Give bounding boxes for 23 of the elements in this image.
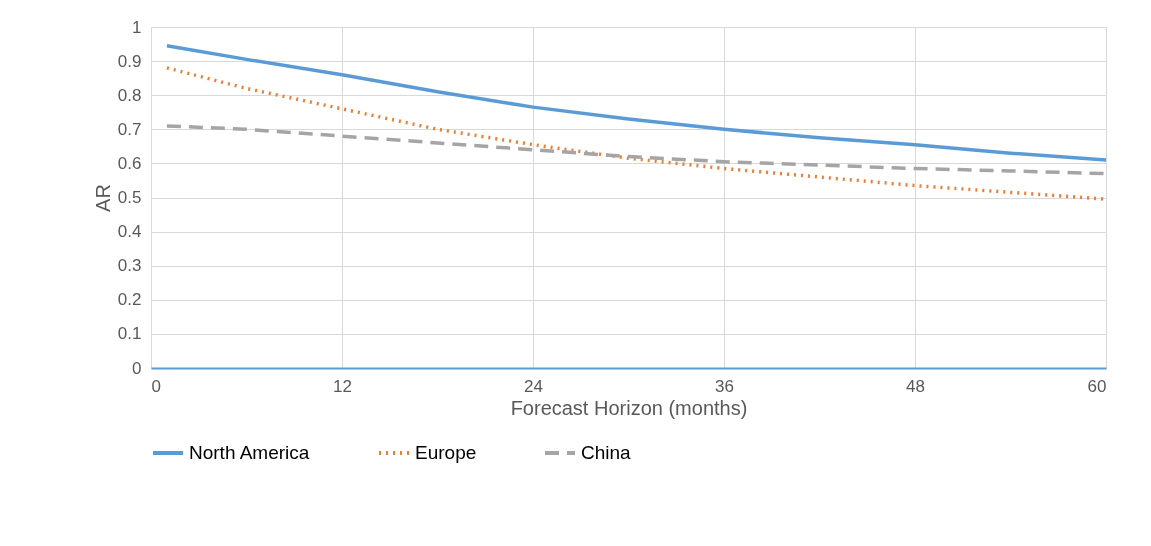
legend-label: China bbox=[581, 442, 632, 463]
legend-label: Europe bbox=[415, 442, 477, 463]
y-tick-label: 1 bbox=[132, 17, 142, 37]
x-tick-label: 0 bbox=[151, 376, 161, 396]
y-tick-label: 0.5 bbox=[117, 188, 142, 207]
x-axis-title: Forecast Horizon (months) bbox=[510, 396, 748, 419]
y-tick-label: 0.4 bbox=[117, 222, 142, 242]
y-tick-label: 0.7 bbox=[117, 119, 142, 139]
legend-label: North America bbox=[189, 442, 310, 463]
y-tick-label: 0 bbox=[132, 358, 142, 378]
y-tick-label: 0.3 bbox=[117, 256, 142, 276]
line-series bbox=[165, 44, 1108, 162]
x-tick-label: 12 bbox=[333, 376, 352, 396]
x-tick-label: 24 bbox=[524, 376, 543, 396]
y-tick-label: 0.2 bbox=[117, 290, 142, 310]
x-tick-label: 60 bbox=[1087, 376, 1107, 396]
x-tick-label: 48 bbox=[906, 376, 925, 396]
y-tick-label: 0.9 bbox=[117, 51, 142, 71]
y-tick-label: 0.6 bbox=[117, 153, 142, 173]
y-axis-title: AR bbox=[91, 184, 114, 212]
x-tick-label: 36 bbox=[715, 376, 734, 396]
y-tick-label: 0.1 bbox=[117, 324, 142, 344]
y-tick-label: 0.8 bbox=[117, 85, 142, 105]
